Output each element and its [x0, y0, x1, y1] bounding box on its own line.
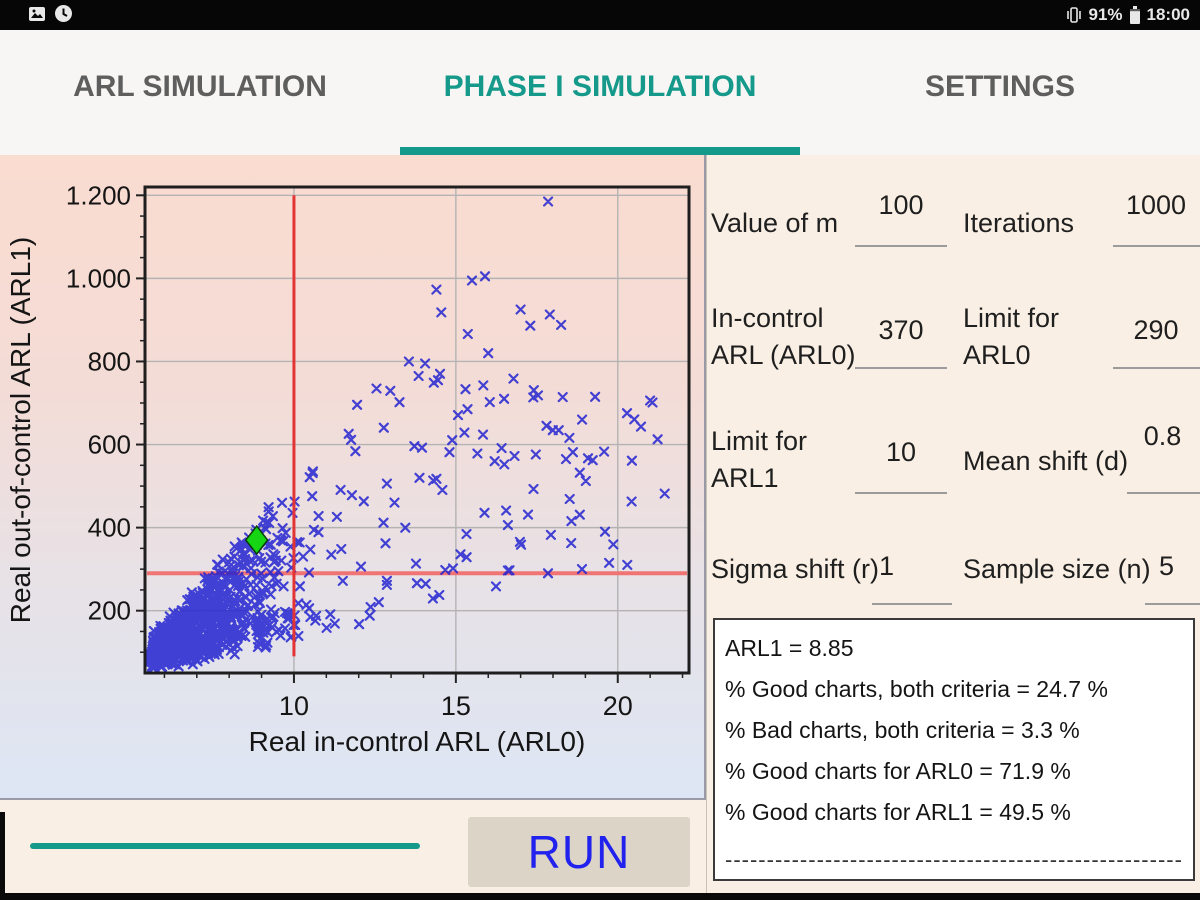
tab-settings[interactable]: SETTINGS [924, 70, 1075, 103]
results-separator: ----------------------------------------… [725, 847, 1183, 872]
limit-arl0-label: Limit for ARL0 [963, 303, 1060, 370]
scatter-chart-panel: 200 400 600 800 1.000 1.200 10 15 20 Real in-cont… [0, 155, 706, 800]
iterations-input[interactable]: 1000 [1125, 190, 1187, 220]
results-box: ARL1 = 8.85 % Good charts, both criteria… [713, 618, 1195, 881]
vibrate-icon [1067, 7, 1082, 23]
bottom-strip: RUN [0, 800, 706, 900]
value-of-m-underline [855, 245, 947, 247]
iterations-underline [1113, 245, 1200, 247]
in-control-arl-underline [855, 367, 947, 369]
sample-size-input[interactable]: 5 [1159, 551, 1175, 581]
sample-size-underline [1145, 603, 1200, 605]
limit-arl1-input[interactable]: 10 [885, 437, 917, 467]
value-of-m-label: Value of m [711, 208, 839, 238]
svg-text:10: 10 [279, 691, 309, 721]
screen-bottom-edge [0, 893, 1200, 900]
mean-shift-label: Mean shift (d) [963, 446, 1129, 476]
sigma-shift-underline [872, 603, 952, 605]
active-tab-indicator [400, 147, 800, 155]
tab-phase-i-simulation[interactable]: PHASE I SIMULATION [443, 70, 757, 103]
result-bad-both: % Bad charts, both criteria = 3.3 % [725, 717, 1080, 743]
mean-shift-underline [1127, 492, 1200, 494]
battery-icon [1129, 5, 1140, 24]
battery-percent-text: 91% [1088, 5, 1123, 24]
result-good-arl1: % Good charts for ARL1 = 49.5 % [725, 799, 1071, 825]
limit-arl1-underline [855, 492, 947, 494]
svg-text:1.200: 1.200 [66, 180, 131, 210]
tab-arl-simulation[interactable]: ARL SIMULATION [73, 70, 327, 103]
result-good-both: % Good charts, both criteria = 24.7 % [725, 676, 1108, 702]
limit-arl1-label: Limit for ARL1 [711, 426, 808, 493]
parameters-panel: Value of m 100 Iterations 1000 In-contro… [706, 155, 1200, 900]
mean-shift-input[interactable]: 0.8 [1143, 421, 1182, 451]
value-of-m-input[interactable]: 100 [878, 190, 924, 220]
svg-text:200: 200 [88, 596, 131, 626]
iterations-label: Iterations [963, 208, 1075, 238]
diamond-marker [244, 524, 269, 556]
svg-text:600: 600 [88, 430, 131, 460]
in-control-arl-label: In-control ARL (ARL0) [711, 303, 856, 370]
limit-arl0-underline [1113, 367, 1200, 369]
arl-scatter-plot: 200 400 600 800 1.000 1.200 10 15 20 Real in-cont… [5, 180, 691, 757]
result-good-arl0: % Good charts for ARL0 = 71.9 % [725, 758, 1071, 784]
result-arl1: ARL1 = 8.85 [725, 635, 854, 661]
sigma-shift-input[interactable]: 1 [879, 551, 895, 581]
x-axis-title: Real in-control ARL (ARL0) [249, 726, 586, 757]
svg-text:1.000: 1.000 [66, 263, 131, 293]
tab-bar: ARL SIMULATION PHASE I SIMULATION SETTIN… [0, 30, 1200, 155]
progress-indicator [30, 843, 420, 849]
clock-text: 18:00 [1146, 5, 1190, 24]
svg-text:800: 800 [88, 346, 131, 376]
y-axis-title: Real out-of-control ARL (ARL1) [5, 237, 36, 623]
sigma-shift-label: Sigma shift (r) [711, 554, 880, 584]
screen-left-edge [0, 812, 5, 900]
run-button[interactable]: RUN [468, 817, 690, 887]
sample-size-label: Sample size (n) [963, 554, 1151, 584]
svg-text:400: 400 [88, 513, 131, 543]
status-bar: 91% 18:00 [0, 0, 1200, 30]
svg-text:15: 15 [441, 691, 471, 721]
in-control-arl-input[interactable]: 370 [878, 315, 924, 345]
svg-text:20: 20 [603, 691, 633, 721]
clock-notification-icon [55, 5, 72, 22]
image-notification-icon [29, 6, 45, 21]
limit-arl0-input[interactable]: 290 [1133, 315, 1179, 345]
